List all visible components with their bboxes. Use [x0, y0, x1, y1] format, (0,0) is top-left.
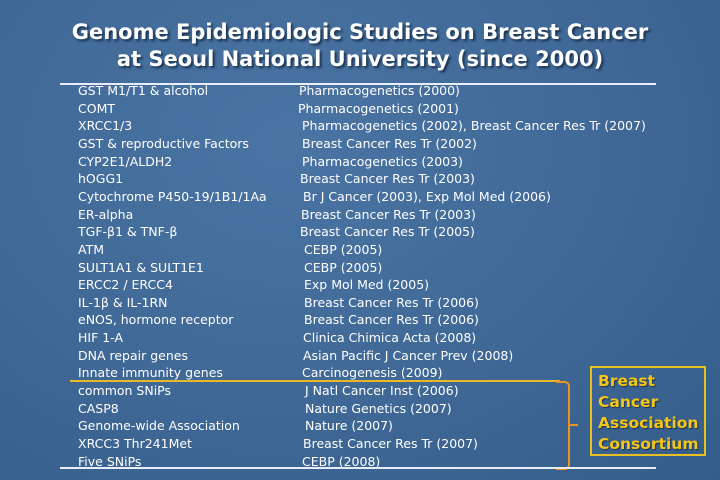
study-name: Five SNiPs	[78, 453, 142, 469]
study-name: TGF-β1 & TNF-β	[78, 224, 178, 240]
study-name: IL-1β & IL-1RN	[78, 294, 168, 310]
consortium-bracket	[556, 381, 570, 470]
consortium-label-box: Breast Cancer Association Consortium	[590, 366, 706, 456]
publication: Clinica Chimica Acta (2008)	[303, 330, 477, 346]
publication: Breast Cancer Res Tr (2006)	[304, 294, 479, 310]
publication: Pharmacogenetics (2002), Breast Cancer R…	[302, 118, 646, 134]
publication: Breast Cancer Res Tr (2002)	[302, 135, 477, 151]
study-name: common SNiPs	[78, 383, 172, 399]
bracket-tick	[570, 424, 578, 426]
study-name: GST M1/T1 & alcohol	[78, 83, 209, 98]
publication: Breast Cancer Res Tr (2003)	[300, 171, 475, 187]
study-name: Genome-wide Association	[78, 418, 240, 434]
publication: Breast Cancer Res Tr (2003)	[301, 206, 476, 222]
study-name: DNA repair genes	[78, 347, 188, 363]
study-name: ATM	[78, 241, 105, 257]
publication: Breast Cancer Res Tr (2007)	[303, 436, 478, 451]
study-name: ER-alpha	[78, 206, 134, 222]
slide-title-line1: Genome Epidemiologic Studies on Breast C…	[71, 20, 649, 44]
study-name: Cytochrome P450-19/1B1/1Aa	[78, 188, 267, 204]
study-name: XRCC3 Thr241Met	[78, 436, 192, 451]
top-divider	[60, 83, 656, 85]
publication: Pharmacogenetics (2003)	[302, 153, 463, 169]
slide-title-line2: at Seoul National University (since 2000…	[116, 47, 604, 71]
publication: Carcinogenesis (2009)	[302, 365, 443, 381]
publication: Nature Genetics (2007)	[305, 400, 452, 416]
publication: Br J Cancer (2003), Exp Mol Med (2006)	[303, 188, 551, 204]
publication: Pharmacogenetics (2001)	[298, 100, 459, 116]
publication: Asian Pacific J Cancer Prev (2008)	[303, 347, 514, 363]
study-name: Innate immunity genes	[78, 365, 223, 381]
study-name: eNOS, hormone receptor	[78, 312, 234, 328]
study-name: HIF 1-A	[78, 330, 123, 346]
study-name: ERCC2 / ERCC4	[78, 277, 173, 293]
consortium-line: Association	[598, 414, 699, 432]
study-name: CASP8	[78, 400, 119, 416]
study-name: SULT1A1 & SULT1E1	[78, 259, 204, 275]
consortium-line: Cancer	[598, 393, 659, 411]
publication: Breast Cancer Res Tr (2005)	[300, 224, 475, 240]
study-name: GST & reproductive Factors	[78, 135, 249, 151]
publication: CEBP (2008)	[302, 453, 381, 469]
publication: Exp Mol Med (2005)	[304, 277, 430, 293]
study-name: COMT	[78, 100, 115, 116]
consortium-line: Consortium	[598, 435, 699, 453]
study-name: XRCC1/3	[78, 118, 133, 134]
study-name: CYP2E1/ALDH2	[78, 153, 173, 169]
consortium-line: Breast	[598, 372, 656, 390]
publication: CEBP (2005)	[304, 241, 383, 257]
bottom-divider	[60, 467, 656, 469]
consortium-divider	[70, 380, 560, 382]
publication: J Natl Cancer Inst (2006)	[305, 383, 459, 399]
publication: Breast Cancer Res Tr (2006)	[304, 312, 479, 328]
publication: Pharmacogenetics (2000)	[299, 83, 460, 98]
publication: Nature (2007)	[305, 418, 393, 434]
publication: CEBP (2005)	[304, 259, 383, 275]
study-name: hOGG1	[78, 171, 124, 187]
